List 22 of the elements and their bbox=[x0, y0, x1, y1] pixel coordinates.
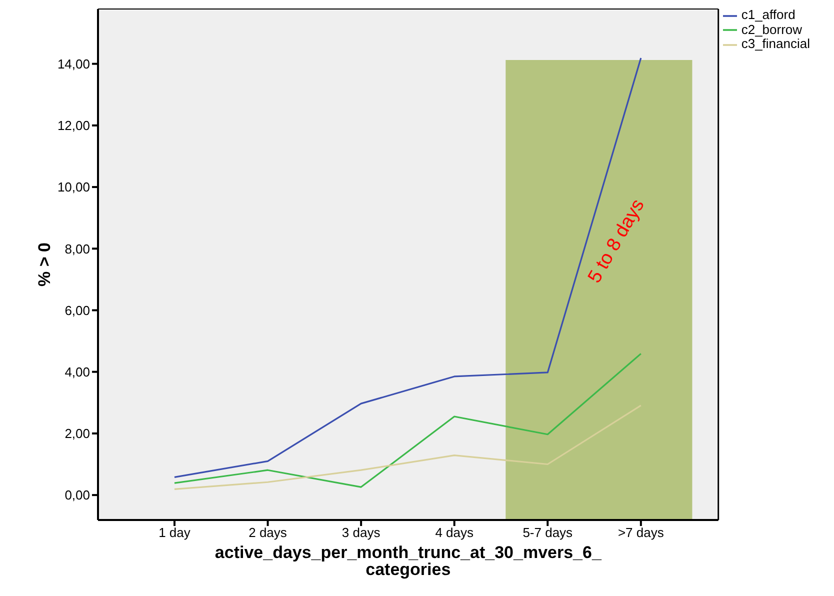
line-series bbox=[174, 352, 642, 488]
y-tick-label: 12,00 bbox=[57, 118, 90, 134]
y-tick-label: 4,00 bbox=[64, 364, 90, 380]
x-tick-label: 2 days bbox=[248, 525, 288, 540]
y-tick-label: 2,00 bbox=[64, 426, 90, 442]
y-tick-label: 10,00 bbox=[57, 180, 90, 195]
y-axis-title: % > 0 bbox=[35, 242, 54, 286]
x-tick-label: >7 days bbox=[618, 525, 664, 540]
x-tick-label: 4 days bbox=[435, 525, 474, 540]
line-series bbox=[174, 57, 642, 478]
y-tick-label: 0,00 bbox=[64, 488, 90, 503]
legend-label: c2_borrow bbox=[741, 22, 802, 37]
y-tick-label: 8,00 bbox=[64, 241, 90, 256]
legend-label: c1_afford bbox=[741, 7, 796, 22]
legend-label: c3_financial bbox=[741, 36, 810, 52]
y-tick-label: 14,00 bbox=[57, 56, 90, 72]
x-tick-label: 5-7 days bbox=[522, 525, 574, 540]
x-tick-label: 1 day bbox=[158, 525, 191, 540]
x-tick-label: 3 days bbox=[342, 525, 381, 540]
line-series bbox=[174, 404, 642, 490]
y-tick-label: 6,00 bbox=[64, 302, 90, 318]
x-axis-title: active_days_per_month_trunc_at_30_mvers_6_categories bbox=[214, 543, 602, 579]
